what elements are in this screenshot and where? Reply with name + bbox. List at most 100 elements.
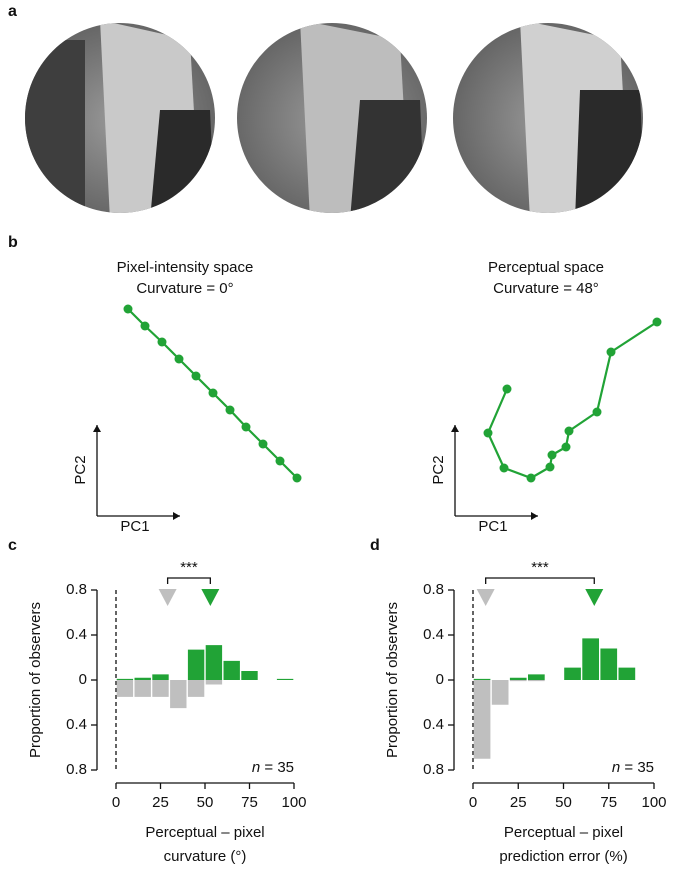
- x-tick-label: 25: [152, 794, 169, 811]
- x-tick-label: 100: [641, 794, 666, 811]
- point: [502, 384, 512, 394]
- arrow-head: [531, 512, 538, 520]
- significance-bracket: [485, 577, 595, 584]
- point: [483, 428, 493, 438]
- point: [275, 456, 285, 466]
- point: [174, 354, 184, 364]
- chart-title: Perceptual space: [488, 259, 604, 276]
- annotation-n: n: [612, 759, 620, 776]
- x-axis-label: Perceptual – pixel: [145, 824, 264, 841]
- x-tick-label: 50: [197, 794, 214, 811]
- x-tick-label: 0: [469, 794, 477, 811]
- mean-marker: [585, 589, 604, 606]
- x-tick-label: 75: [241, 794, 258, 811]
- x-tick-label: 75: [600, 794, 617, 811]
- point: [564, 426, 574, 436]
- point: [225, 405, 235, 415]
- annotation-n: n: [252, 759, 260, 776]
- bar: [509, 680, 527, 682]
- bar: [564, 667, 581, 680]
- y-tick-label: 0.4: [66, 716, 87, 733]
- y-tick-label: 0: [436, 671, 444, 688]
- bar: [473, 678, 491, 680]
- bar: [116, 678, 134, 680]
- point: [258, 439, 268, 449]
- point: [123, 304, 133, 314]
- point: [652, 317, 662, 327]
- bar: [241, 671, 258, 680]
- y-tick-label: 0.4: [423, 626, 444, 643]
- point: [140, 321, 150, 331]
- annotation: n = 35: [612, 759, 654, 776]
- point: [545, 462, 555, 472]
- point: [499, 463, 509, 473]
- bar: [205, 645, 223, 680]
- y-tick-label: 0.4: [66, 626, 87, 643]
- y-tick-label: 0.4: [423, 716, 444, 733]
- point: [157, 337, 167, 347]
- chart-title: Pixel-intensity space: [117, 259, 254, 276]
- bar: [223, 660, 240, 680]
- annotation-text: = 35: [260, 759, 294, 776]
- panel-label: a: [8, 3, 17, 20]
- chart-title: Curvature = 0°: [136, 280, 233, 297]
- bar: [205, 680, 223, 685]
- chart-title: Curvature = 48°: [493, 280, 599, 297]
- y-tick-label: 0: [79, 671, 87, 688]
- mean-marker: [158, 589, 177, 606]
- y-axis-label: PC2: [430, 455, 447, 484]
- point: [241, 422, 251, 432]
- bar: [187, 649, 205, 680]
- bar: [152, 680, 169, 697]
- x-axis-label: prediction error (%): [499, 848, 627, 865]
- y-tick-label: 0.8: [66, 761, 87, 778]
- arrow-head: [93, 425, 101, 432]
- y-axis-label: Proportion of observers: [27, 602, 44, 758]
- y-tick-label: 0.8: [423, 761, 444, 778]
- point: [606, 347, 616, 357]
- bar: [170, 680, 187, 709]
- point: [526, 473, 536, 483]
- line: [486, 321, 658, 480]
- significance-bracket: [166, 577, 211, 584]
- point: [547, 450, 557, 460]
- bar: [134, 677, 151, 680]
- point: [292, 473, 302, 483]
- point: [208, 388, 218, 398]
- mean-marker: [476, 589, 495, 606]
- x-axis-label: curvature (°): [164, 848, 247, 865]
- y-tick-label: 0.8: [66, 581, 87, 598]
- panel-label: d: [370, 537, 380, 554]
- annotation: n = 35: [252, 759, 294, 776]
- x-axis-label: Perceptual – pixel: [504, 824, 623, 841]
- x-tick-label: 0: [112, 794, 120, 811]
- x-axis-label: PC1: [120, 518, 149, 535]
- bar: [152, 674, 169, 680]
- significance: ***: [180, 559, 198, 576]
- bar: [116, 680, 134, 697]
- photo: [237, 23, 427, 213]
- x-axis-label: PC1: [478, 518, 507, 535]
- bar: [187, 680, 205, 697]
- x-tick-label: 100: [281, 794, 306, 811]
- bar: [509, 677, 527, 680]
- point: [191, 371, 201, 381]
- point: [561, 442, 571, 452]
- arrow-head: [173, 512, 180, 520]
- bar: [582, 638, 599, 680]
- panel-label: c: [8, 537, 17, 554]
- y-axis-label: PC2: [72, 455, 89, 484]
- mean-marker: [201, 589, 220, 606]
- x-tick-label: 25: [510, 794, 527, 811]
- annotation-text: = 35: [620, 759, 654, 776]
- bar: [134, 680, 151, 697]
- photo: [25, 23, 215, 213]
- point: [592, 407, 602, 417]
- y-axis-label: Proportion of observers: [384, 602, 401, 758]
- bar: [618, 667, 636, 680]
- y-tick-label: 0.8: [423, 581, 444, 598]
- photo: [453, 23, 643, 213]
- bar: [600, 648, 618, 680]
- significance: ***: [531, 559, 549, 576]
